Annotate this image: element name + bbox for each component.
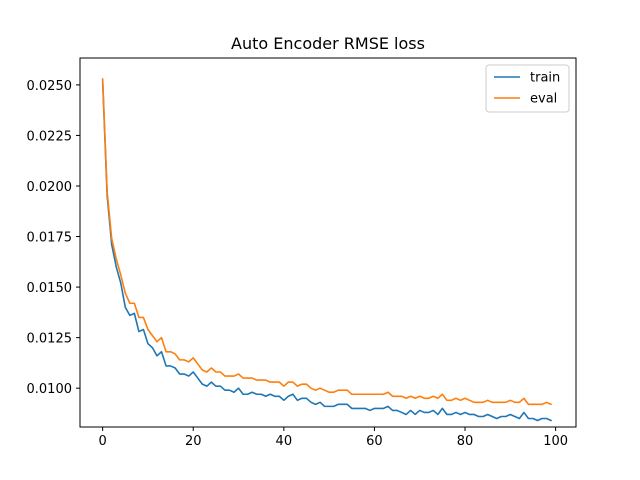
series-line-train <box>101 80 552 422</box>
x-tick-label: 20 <box>185 434 202 449</box>
y-tick-label: 0.0125 <box>27 332 73 347</box>
y-tick-label: 0.0250 <box>27 79 73 94</box>
y-tick-label: 0.0200 <box>27 180 73 195</box>
legend: train eval <box>485 64 570 113</box>
y-tick-label: 0.0100 <box>27 382 73 397</box>
plot-frame <box>79 57 577 428</box>
axes-group: 0 20 40 60 80 100 0.0100 0.0125 0.0150 0.0175 0.02… <box>27 79 569 449</box>
y-tick-label: 0.0150 <box>27 281 73 296</box>
series-group <box>101 78 552 422</box>
y-tick-label: 0.0225 <box>27 129 73 144</box>
x-tick-label: 60 <box>366 434 383 449</box>
series-line-eval <box>101 78 552 406</box>
legend-label-train: train <box>530 71 560 86</box>
y-tick-label: 0.0175 <box>27 231 73 246</box>
legend-label-eval: eval <box>530 92 557 107</box>
x-tick-label: 40 <box>276 434 293 449</box>
x-tick-label: 0 <box>99 434 107 449</box>
x-tick-label: 100 <box>543 434 568 449</box>
x-tick-label: 80 <box>457 434 474 449</box>
chart-title: Auto Encoder RMSE loss <box>231 34 425 53</box>
